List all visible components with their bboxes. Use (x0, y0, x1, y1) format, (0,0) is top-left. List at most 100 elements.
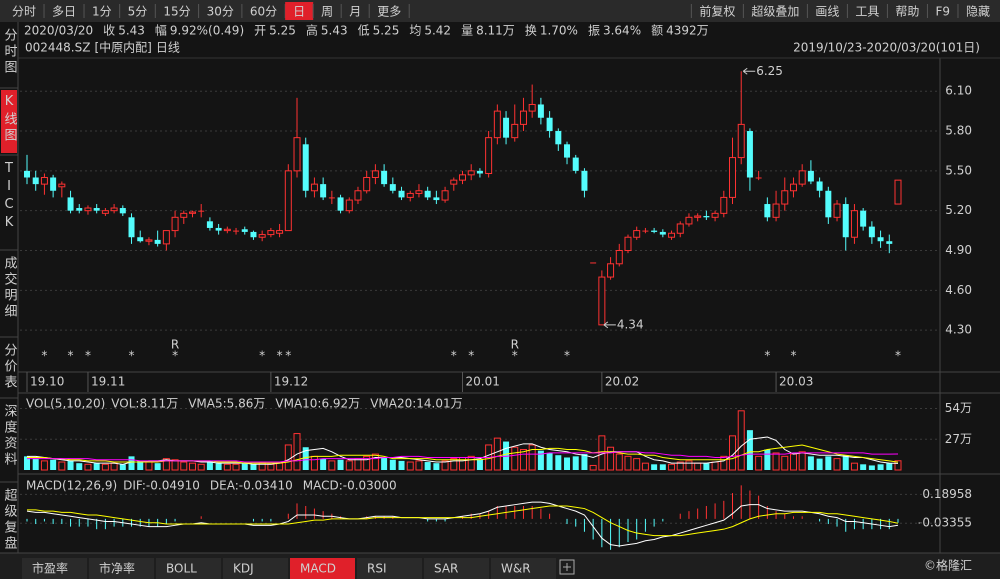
volume-bar (284, 444, 292, 471)
candle-body (276, 230, 284, 234)
candle-body (833, 203, 841, 218)
candle-body (720, 196, 728, 214)
volume-bar (868, 465, 875, 470)
toolbar-tab[interactable]: 5分 (128, 5, 148, 19)
legend-entry: VMA5:5.86万 (188, 397, 265, 411)
volume-bar (886, 463, 893, 470)
candle-body (668, 232, 676, 238)
candle-body (694, 215, 702, 218)
sidebar-item[interactable]: K线图 (2, 94, 18, 144)
sidebar-item[interactable]: 成交明细 (2, 256, 18, 320)
volume-bar (746, 430, 753, 470)
candle-body (24, 170, 30, 178)
candle-body (381, 170, 388, 185)
sidebar-item[interactable]: TICK (2, 161, 17, 233)
toolbar-tab[interactable]: 更多 (377, 5, 401, 19)
candle-body (598, 276, 606, 326)
volume-bar (581, 454, 588, 470)
bottom-tab[interactable]: W&R (501, 562, 531, 576)
bottom-tab[interactable]: RSI (367, 562, 387, 576)
event-marker: * (451, 349, 457, 363)
indicator-line (27, 451, 899, 463)
toolbar-tab[interactable]: 月 (349, 5, 361, 19)
volume-bar (877, 464, 884, 470)
tab-bg (223, 558, 288, 579)
y-tick-label: 5.50 (945, 163, 972, 177)
toolbar-button[interactable]: 工具 (855, 5, 879, 19)
rights-marker: R (171, 338, 179, 352)
toolbar-tab[interactable]: 多日 (52, 5, 76, 19)
bottom-tab[interactable]: MACD (300, 562, 336, 576)
add-tab[interactable] (559, 559, 575, 575)
toolbar-tab[interactable]: 15分 (163, 5, 190, 19)
toolbar-tab[interactable]: 日 (293, 5, 305, 19)
volume-bar (860, 464, 867, 470)
toolbar-button[interactable]: 隐藏 (966, 5, 990, 19)
toolbar-tab[interactable]: 分时 (12, 5, 36, 19)
bottom-tab[interactable]: 市净率 (99, 561, 135, 576)
volume-bar (519, 449, 527, 471)
bottom-tab[interactable]: BOLL (166, 562, 197, 576)
volume-bar (607, 446, 615, 471)
quote-label: 开 (254, 24, 266, 38)
volume-bar (128, 456, 135, 470)
candle-body (546, 117, 553, 132)
toolbar-tab[interactable]: 1分 (92, 5, 112, 19)
toolbar-button[interactable]: 帮助 (895, 5, 919, 19)
quote-value: 3.64% (603, 24, 641, 38)
candle-body (128, 217, 135, 238)
event-marker: * (790, 349, 796, 363)
candle-body (93, 208, 100, 211)
toolbar-button[interactable]: 超级叠加 (751, 4, 799, 19)
candle-body (40, 176, 48, 185)
toolbar-tab[interactable]: 60分 (250, 5, 277, 19)
volume-bar (67, 460, 74, 470)
sidebar-item[interactable]: 超级复盘 (2, 488, 18, 552)
volume-bar (764, 449, 771, 470)
candle-body (755, 177, 762, 179)
volume-bar (215, 463, 222, 470)
quote-value: 5.25 (373, 24, 400, 38)
toolbar-button[interactable]: 画线 (815, 5, 839, 19)
volume-bar (467, 455, 475, 471)
bottom-tab[interactable]: SAR (434, 562, 458, 576)
y-tick-label: 5.20 (945, 203, 972, 217)
volume-bar (232, 463, 240, 471)
toolbar-tab[interactable]: 30分 (207, 5, 234, 19)
volume-bar (180, 461, 188, 471)
candle-body (511, 123, 519, 139)
volume-bar (137, 460, 144, 470)
y-tick-label: 54万 (945, 401, 972, 415)
candle-body (503, 117, 510, 138)
toolbar-tab[interactable]: 周 (321, 5, 333, 19)
candle-body (50, 177, 57, 191)
candle-body (537, 104, 544, 118)
toolbar-button[interactable]: 前复权 (699, 4, 735, 19)
volume-bar (615, 453, 623, 471)
volume-bar (188, 462, 196, 471)
candle-body (302, 144, 309, 191)
volume-bar (564, 457, 571, 470)
volume-bar (685, 460, 693, 471)
toolbar-button[interactable]: F9 (935, 5, 950, 19)
candle-body (328, 197, 335, 199)
bottom-tab[interactable]: 市盈率 (32, 561, 68, 576)
candle-body (310, 183, 318, 192)
sidebar-item[interactable]: 分时图 (2, 28, 18, 76)
sidebar-item[interactable]: 分价表 (2, 343, 18, 391)
volume-bar (371, 453, 379, 471)
candle-body (798, 170, 806, 185)
y-tick-label: 0.18958 (922, 487, 972, 501)
legend-entry: DEA:-0.03410 (210, 479, 293, 493)
candle-body (825, 190, 832, 218)
event-marker: * (277, 349, 283, 363)
candle-body (215, 227, 222, 231)
volume-bar (668, 463, 676, 471)
quote-label: 量 (461, 24, 473, 38)
sidebar-item[interactable]: 深度资料 (2, 404, 18, 468)
volume-bar (546, 452, 553, 470)
bottom-tab[interactable]: KDJ (233, 562, 254, 576)
volume-bar (503, 441, 510, 470)
toolbar-bg (0, 0, 1000, 22)
